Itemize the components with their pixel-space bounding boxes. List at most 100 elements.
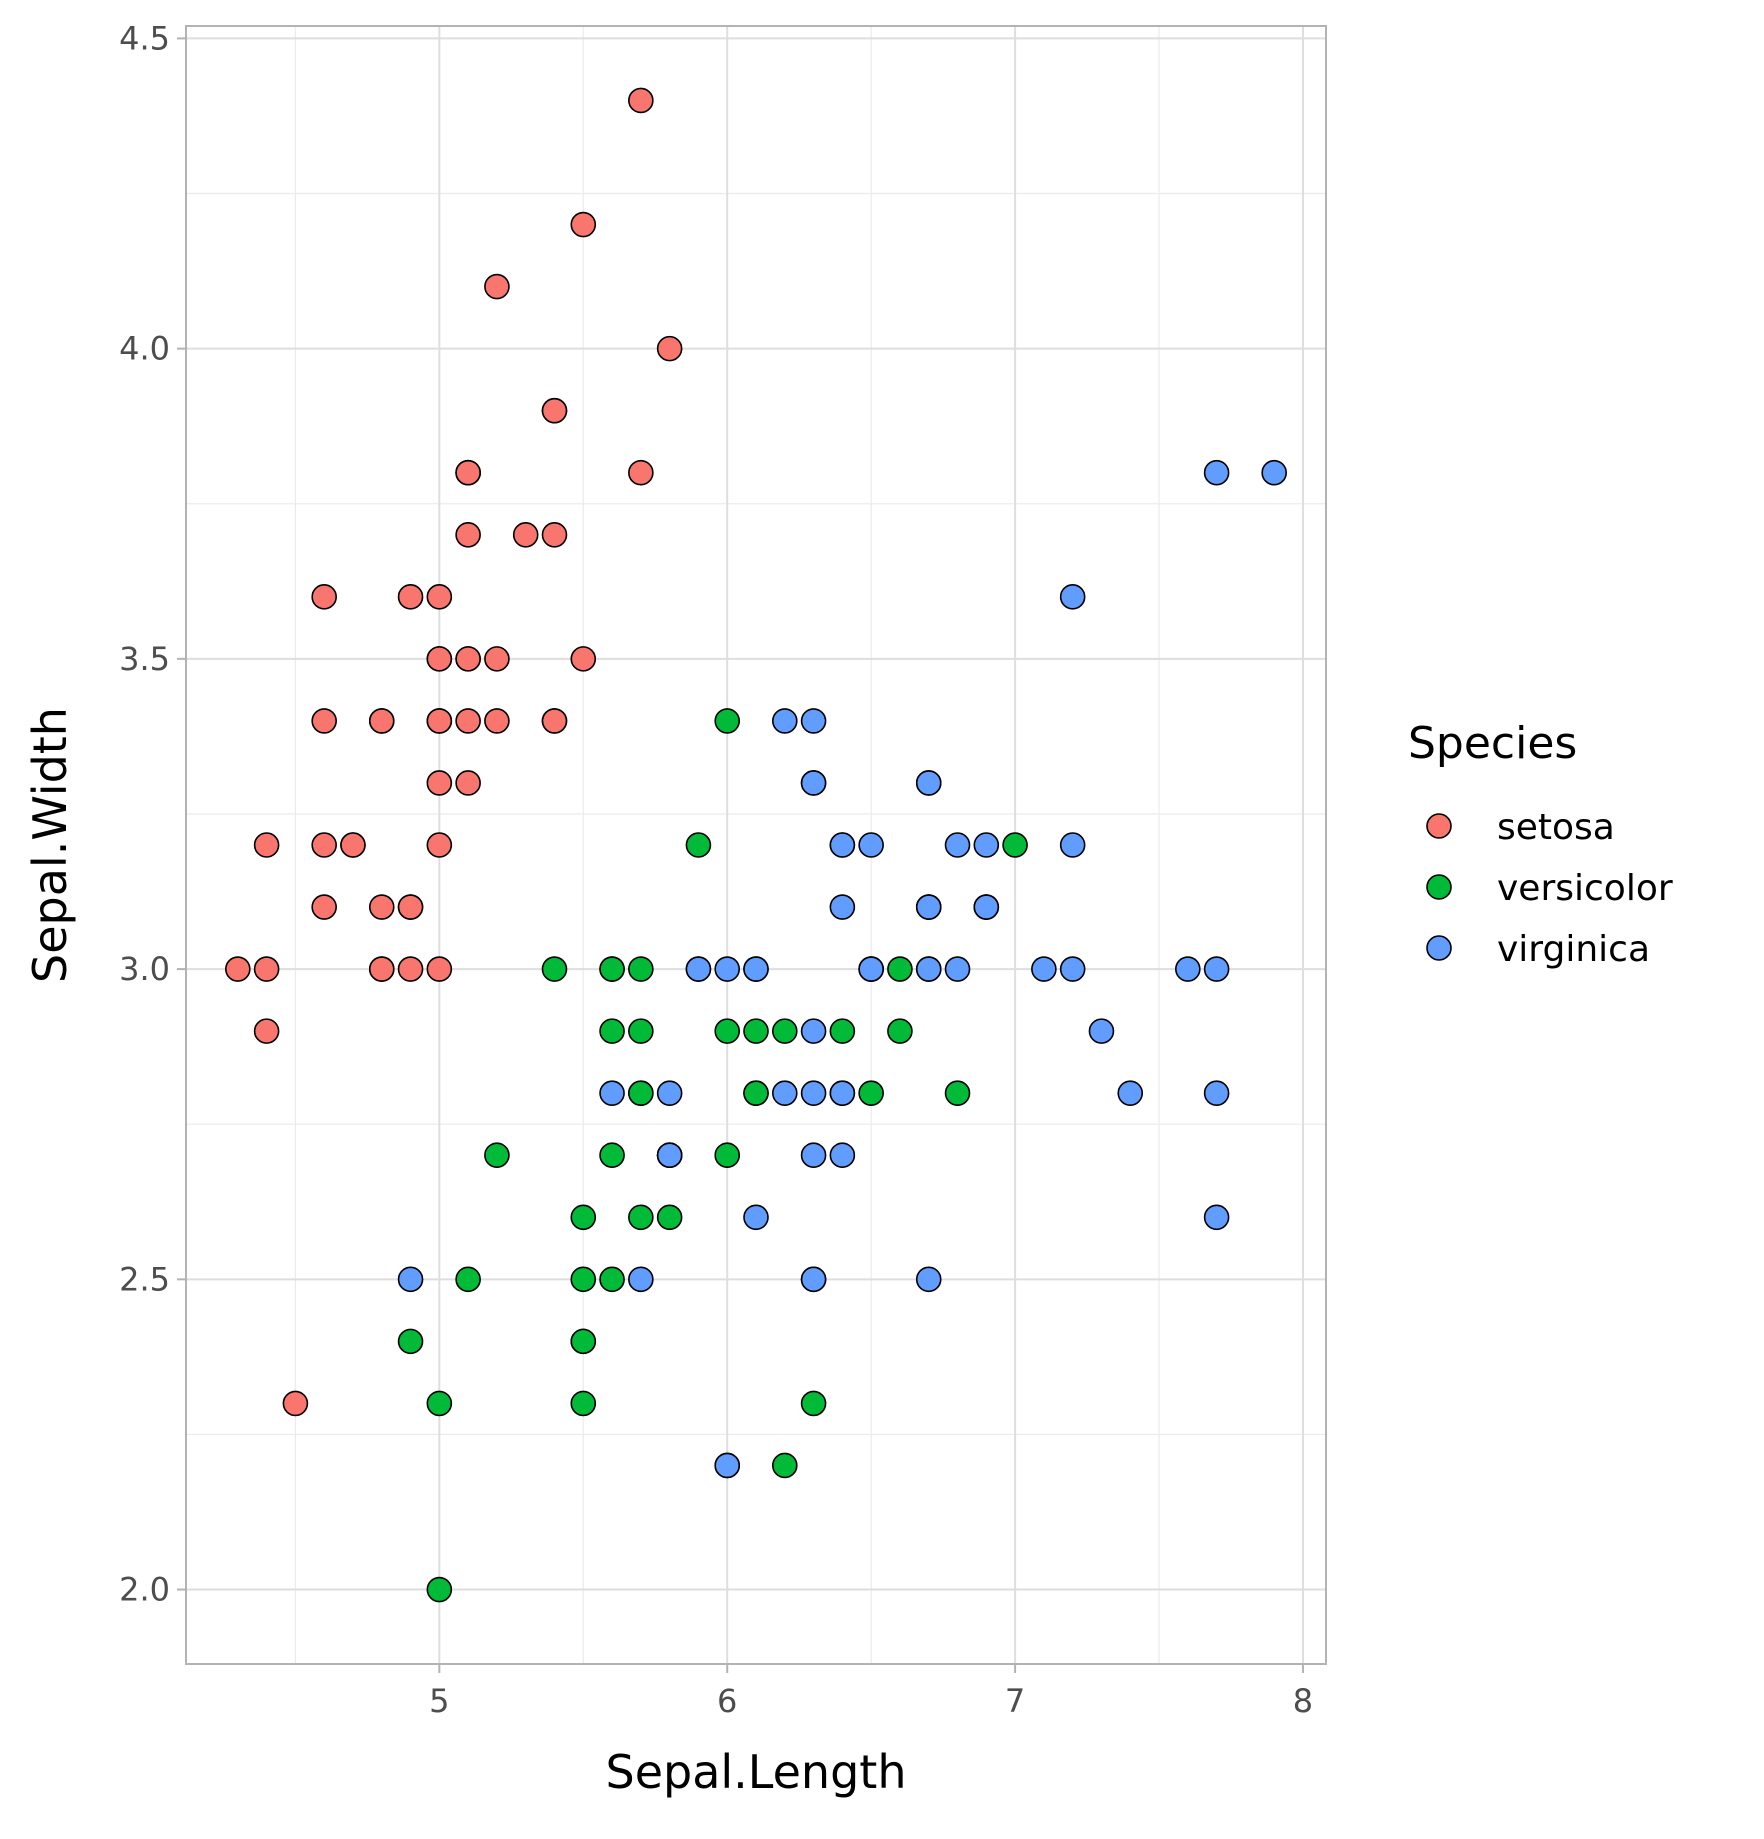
point-virginica	[915, 956, 942, 982]
point-versicolor	[887, 956, 913, 982]
point-versicolor	[628, 1018, 654, 1044]
point-versicolor	[455, 1266, 481, 1293]
point-virginica	[685, 956, 712, 982]
point-setosa	[541, 521, 568, 548]
tick-labels: 5 6 7 8 2.0 2.5 3.0 3.5 4.0 4.5	[119, 19, 1313, 1720]
point-versicolor	[628, 1080, 654, 1106]
point-virginica	[1059, 956, 1086, 982]
point-versicolor	[599, 1266, 625, 1293]
point-setosa	[368, 708, 395, 734]
point-versicolor	[743, 1080, 769, 1106]
point-virginica	[714, 956, 741, 982]
legend-label-versicolor: versicolor	[1497, 868, 1673, 909]
point-versicolor	[570, 1204, 597, 1231]
point-virginica	[743, 956, 769, 982]
point-versicolor	[570, 1328, 597, 1355]
legend-key-virginica	[1426, 935, 1452, 961]
point-versicolor	[1002, 832, 1028, 858]
point-versicolor	[887, 1018, 913, 1044]
legend-key-versicolor	[1426, 874, 1452, 900]
point-versicolor	[484, 1142, 510, 1169]
point-versicolor	[743, 1018, 769, 1044]
point-versicolor	[771, 1018, 798, 1044]
x-tick-label: 8	[1293, 1682, 1313, 1720]
point-virginica	[771, 1080, 798, 1106]
point-setosa	[311, 832, 337, 858]
y-tick-label: 4.0	[119, 330, 170, 368]
point-setosa	[656, 335, 683, 362]
point-virginica	[973, 832, 1000, 858]
legend-label-virginica: virginica	[1497, 929, 1650, 970]
point-versicolor	[714, 1142, 741, 1169]
point-virginica	[1059, 584, 1086, 610]
point-virginica	[743, 1204, 769, 1231]
point-setosa	[340, 832, 366, 858]
point-versicolor	[685, 832, 712, 858]
point-virginica	[1203, 956, 1230, 982]
point-setosa	[311, 894, 337, 920]
point-versicolor	[628, 956, 654, 982]
point-virginica	[944, 832, 971, 858]
point-setosa	[455, 770, 481, 796]
point-setosa	[541, 397, 568, 424]
point-virginica	[858, 832, 884, 858]
point-virginica	[829, 832, 856, 858]
point-versicolor	[397, 1328, 424, 1355]
point-setosa	[628, 87, 654, 114]
point-setosa	[368, 894, 395, 920]
point-virginica	[1175, 956, 1201, 982]
point-setosa	[455, 459, 481, 486]
point-virginica	[829, 1080, 856, 1106]
point-virginica	[714, 1452, 741, 1479]
point-versicolor	[599, 1018, 625, 1044]
point-setosa	[484, 708, 510, 734]
point-versicolor	[656, 1204, 683, 1231]
point-setosa	[426, 832, 453, 858]
point-setosa	[426, 584, 453, 610]
point-virginica	[628, 1266, 654, 1293]
point-virginica	[1203, 1204, 1230, 1231]
point-versicolor	[599, 956, 625, 982]
point-virginica	[1088, 1018, 1115, 1044]
point-setosa	[570, 211, 597, 238]
point-virginica	[771, 708, 798, 734]
axis-ticks	[177, 37, 1304, 1673]
point-setosa	[426, 770, 453, 796]
point-setosa	[311, 584, 337, 610]
x-axis-title: Sepal.Length	[606, 1745, 907, 1799]
point-setosa	[455, 708, 481, 734]
point-setosa	[570, 646, 597, 672]
point-setosa	[541, 708, 568, 734]
data-points	[225, 87, 1287, 1603]
point-versicolor	[944, 1080, 971, 1106]
legend: Species setosa versicolor virginica	[1408, 718, 1673, 970]
x-tick-label: 6	[717, 1682, 737, 1720]
point-virginica	[800, 1018, 827, 1044]
point-virginica	[829, 1142, 856, 1169]
point-setosa	[397, 894, 424, 920]
point-virginica	[800, 1080, 827, 1106]
legend-label-setosa: setosa	[1497, 807, 1615, 848]
grid-major	[186, 26, 1326, 1664]
point-versicolor	[599, 1142, 625, 1169]
point-setosa	[311, 708, 337, 734]
point-virginica	[1261, 459, 1287, 486]
point-setosa	[282, 1390, 309, 1417]
point-setosa	[455, 646, 481, 672]
point-versicolor	[426, 1576, 453, 1603]
point-setosa	[253, 832, 280, 858]
point-virginica	[1059, 832, 1086, 858]
x-tick-label: 7	[1005, 1682, 1025, 1720]
point-virginica	[1203, 1080, 1230, 1106]
point-setosa	[426, 646, 453, 672]
point-versicolor	[771, 1452, 798, 1479]
point-virginica	[915, 894, 942, 920]
legend-title: Species	[1408, 718, 1577, 769]
y-tick-label: 2.0	[119, 1571, 170, 1609]
point-virginica	[915, 1266, 942, 1293]
point-setosa	[368, 956, 395, 982]
point-virginica	[1117, 1080, 1144, 1106]
point-virginica	[915, 770, 942, 796]
point-setosa	[397, 956, 424, 982]
